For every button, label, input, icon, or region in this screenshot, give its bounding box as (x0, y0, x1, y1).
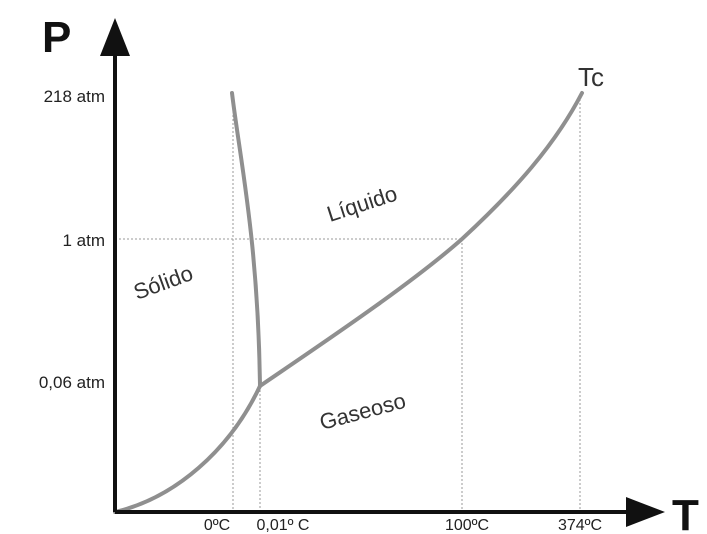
pressure-axis-arrow-icon (100, 18, 130, 56)
critical-point-label: Tc (578, 62, 604, 92)
temperature-tick-label: 374ºC (558, 517, 602, 534)
pressure-tick-label: 218 atm (44, 87, 105, 106)
pressure-tick-label: 0,06 atm (39, 373, 105, 392)
temperature-axis-letter: T (672, 491, 699, 534)
sublimation-curve (113, 384, 262, 514)
fusion-curve (230, 91, 262, 388)
vaporization-curve (258, 91, 584, 388)
pressure-tick-label: 1 atm (62, 231, 105, 250)
temperature-tick-label: 0,01º C (257, 517, 310, 534)
gas-region-label: Gaseoso (317, 388, 409, 435)
solid-region-label: Sólido (130, 260, 196, 304)
temperature-tick-label: 100ºC (445, 517, 489, 534)
pressure-axis-letter: P (42, 13, 71, 62)
temperature-tick-label: 0ºC (204, 517, 230, 534)
temperature-axis-arrow-icon (626, 497, 665, 527)
liquid-region-label: Líquido (324, 181, 400, 227)
